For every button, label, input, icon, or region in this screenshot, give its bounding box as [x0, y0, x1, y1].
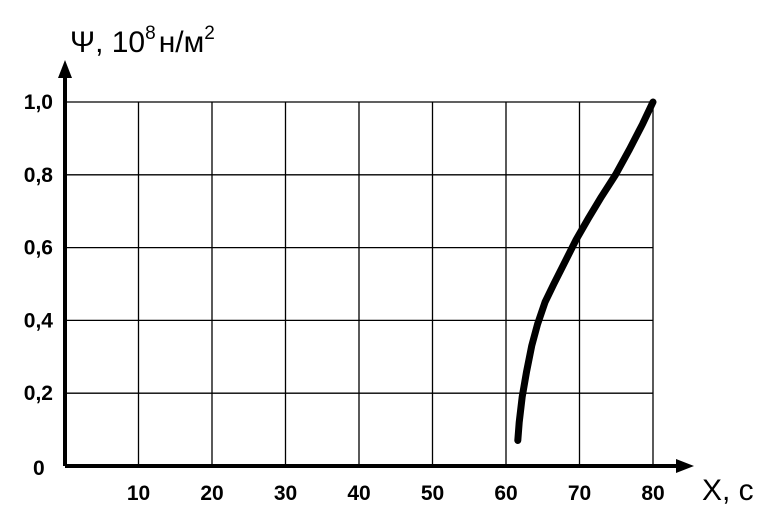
series	[514, 98, 657, 444]
series-line	[514, 98, 657, 444]
y-axis-arrow-icon	[58, 60, 72, 78]
grid	[65, 101, 654, 466]
x-tick-label: 40	[347, 482, 370, 505]
y-tick-label: 0	[33, 457, 45, 480]
y-tick-label: 0,6	[24, 237, 53, 260]
y-axis-title-unit: н/м	[159, 26, 205, 59]
x-tick-label: 10	[127, 482, 150, 505]
y-tick-label: 0,8	[24, 164, 54, 187]
y-tick-label: 1,0	[24, 91, 53, 114]
axes	[58, 60, 694, 473]
x-tick-label: 80	[641, 482, 664, 505]
x-tick-label: 30	[274, 482, 297, 505]
y-tick-label: 0,4	[24, 309, 54, 332]
x-axis-arrow-icon	[676, 459, 694, 473]
y-tick-label: 0,2	[24, 382, 53, 405]
x-tick-label: 20	[200, 482, 223, 505]
x-tick-label: 60	[494, 482, 517, 505]
x-tick-label: 50	[421, 482, 444, 505]
x-tick-label: 70	[568, 482, 591, 505]
y-axis-title: Ψ, 108 н/м2	[70, 23, 215, 59]
x-axis-title: X, с	[702, 474, 754, 507]
y-axis-title-exponent: 8	[145, 23, 156, 44]
tick-labels: 10 20 30 40 50 60 70 80 0 0,2 0,4 0,6 0,8 1,0	[24, 91, 665, 505]
y-axis-title-unit-exponent: 2	[204, 23, 215, 44]
y-axis-title-symbol: Ψ, 10	[70, 26, 145, 59]
